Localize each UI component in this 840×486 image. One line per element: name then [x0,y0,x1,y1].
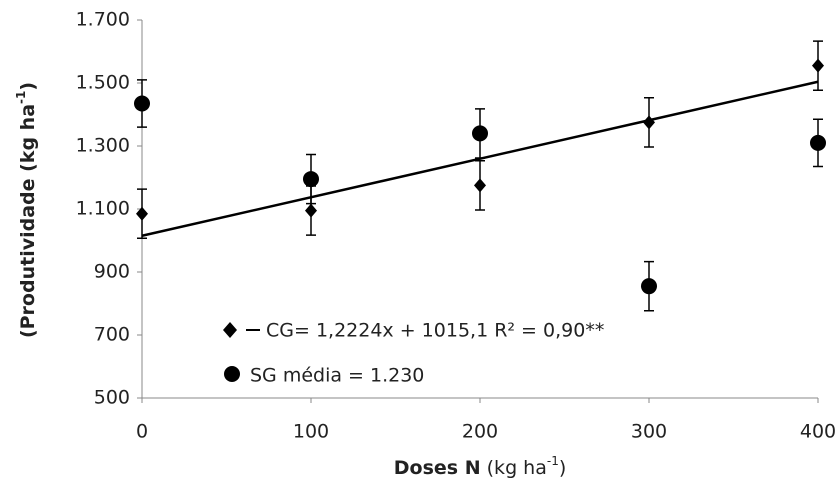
legend-diamond [223,322,237,338]
x-tick-label: 200 [462,421,498,443]
y-label-part: (Produtividade (kg ha [17,104,39,338]
point [134,95,150,112]
y-tick-label: 500 [94,387,130,409]
x-label-part: Doses N [394,457,481,479]
point [474,178,486,193]
point [136,206,148,221]
y-tick-label: 700 [94,324,130,346]
point [812,58,824,73]
legend-circle [224,366,240,382]
trend-line [141,80,819,237]
point [641,278,657,295]
x-tick-label: 400 [800,421,836,443]
y-tick-label: 900 [94,261,130,283]
point [810,134,826,151]
y-axis-label: (Produtividade (kg ha-1) [14,82,39,338]
y-tick-label: 1.500 [76,72,130,94]
point [643,115,655,130]
legend: CG= 1,2224x + 1015,1 R² = 0,90** SG médi… [223,320,604,387]
legend-label: CG= 1,2224x + 1015,1 R² = 0,90** [266,320,604,342]
point [305,203,317,218]
y-tick-label: 1.100 [76,198,130,220]
y-tick-label: 1.300 [76,135,130,157]
x-label-part: (kg ha [481,457,547,479]
y-label-sup: -1 [14,91,28,104]
x-label-part: ) [559,457,566,479]
point [472,125,488,142]
x-tick-label: 100 [293,421,329,443]
x-tick-label: 300 [631,421,667,443]
x-axis-label: Doses N (kg ha-1) [394,454,567,479]
y-label-part: ) [17,82,39,91]
x-label-sup: -1 [547,454,559,468]
y-tick-label: 1.700 [76,9,130,31]
x-tick-label: 0 [136,421,148,443]
point [303,171,319,188]
legend-label: SG média = 1.230 [250,365,424,387]
